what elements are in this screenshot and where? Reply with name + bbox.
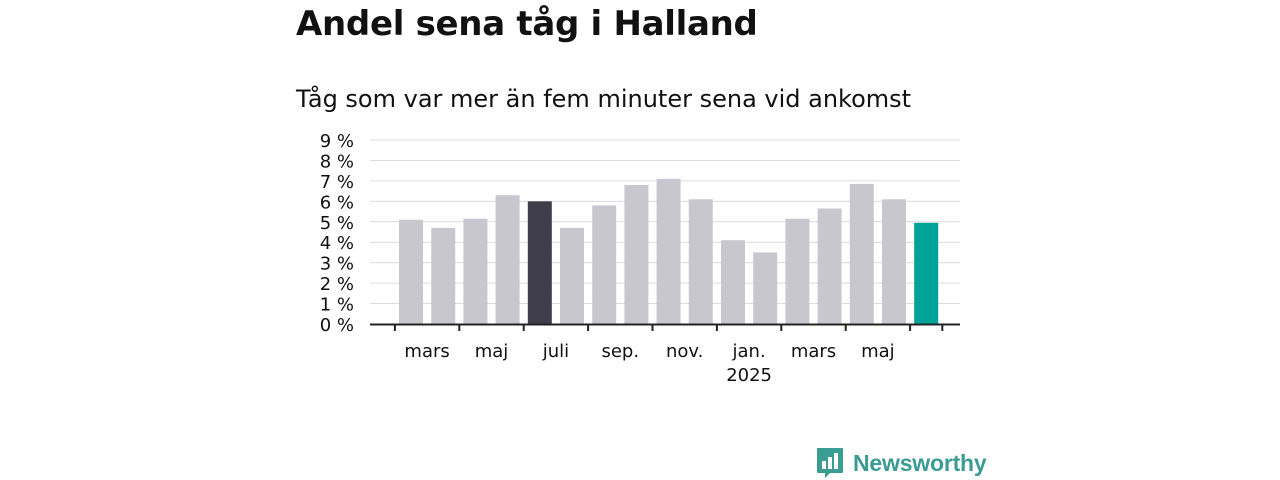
y-tick-label: 1 %	[320, 295, 354, 316]
chart-title: Andel sena tåg i Halland	[296, 4, 758, 44]
bar	[399, 219, 423, 324]
brand-name: Newsworthy	[853, 449, 987, 476]
x-axis-labels: mars maj juli sep. nov. jan. 2025 mars maj	[404, 341, 894, 386]
x-tick-label: maj	[861, 341, 895, 362]
bar	[560, 227, 584, 324]
bar	[495, 195, 520, 324]
newsworthy-logo-icon	[817, 448, 843, 478]
x-tick-label: juli	[542, 341, 569, 362]
y-axis-labels: 0 %1 %2 %3 %4 %5 %6 %7 %8 %9 %	[320, 131, 354, 336]
x-tick-label: mars	[791, 341, 836, 362]
bar	[527, 201, 552, 324]
y-tick-label: 0 %	[320, 315, 354, 336]
y-tick-label: 5 %	[320, 213, 354, 234]
bar	[914, 222, 939, 324]
brand-logo: Newsworthy	[815, 446, 987, 480]
bar	[463, 218, 488, 324]
y-tick-label: 4 %	[320, 233, 354, 254]
x-tick-label: sep.	[601, 341, 639, 362]
x-tick-year-label: 2025	[726, 365, 772, 386]
bar	[882, 199, 906, 324]
bar	[592, 205, 617, 324]
x-tick-label: maj	[475, 341, 509, 362]
x-tick-label: nov.	[666, 341, 703, 362]
bar	[753, 252, 778, 324]
y-tick-label: 9 %	[320, 131, 354, 152]
y-tick-label: 7 %	[320, 172, 354, 193]
bar	[849, 183, 874, 324]
bar	[688, 199, 713, 324]
bar	[817, 208, 842, 324]
y-tick-label: 8 %	[320, 151, 354, 172]
y-tick-label: 6 %	[320, 192, 354, 213]
x-axis	[370, 323, 960, 331]
bar	[656, 178, 681, 324]
y-tick-label: 2 %	[320, 274, 354, 295]
bar	[431, 227, 456, 324]
y-tick-label: 3 %	[320, 254, 354, 275]
x-tick-label: mars	[404, 341, 449, 362]
x-tick-label: jan.	[732, 341, 766, 362]
bar	[785, 218, 810, 324]
chart-subtitle: Tåg som var mer än fem minuter sena vid …	[296, 85, 912, 113]
bars	[399, 178, 939, 324]
bar	[624, 184, 649, 324]
bar	[721, 240, 745, 324]
